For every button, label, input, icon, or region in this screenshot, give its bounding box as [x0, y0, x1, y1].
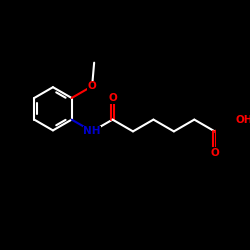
Text: OH: OH: [235, 114, 250, 124]
Text: NH: NH: [83, 126, 101, 136]
Text: O: O: [108, 94, 117, 104]
Text: O: O: [88, 81, 96, 91]
Text: O: O: [210, 148, 219, 158]
